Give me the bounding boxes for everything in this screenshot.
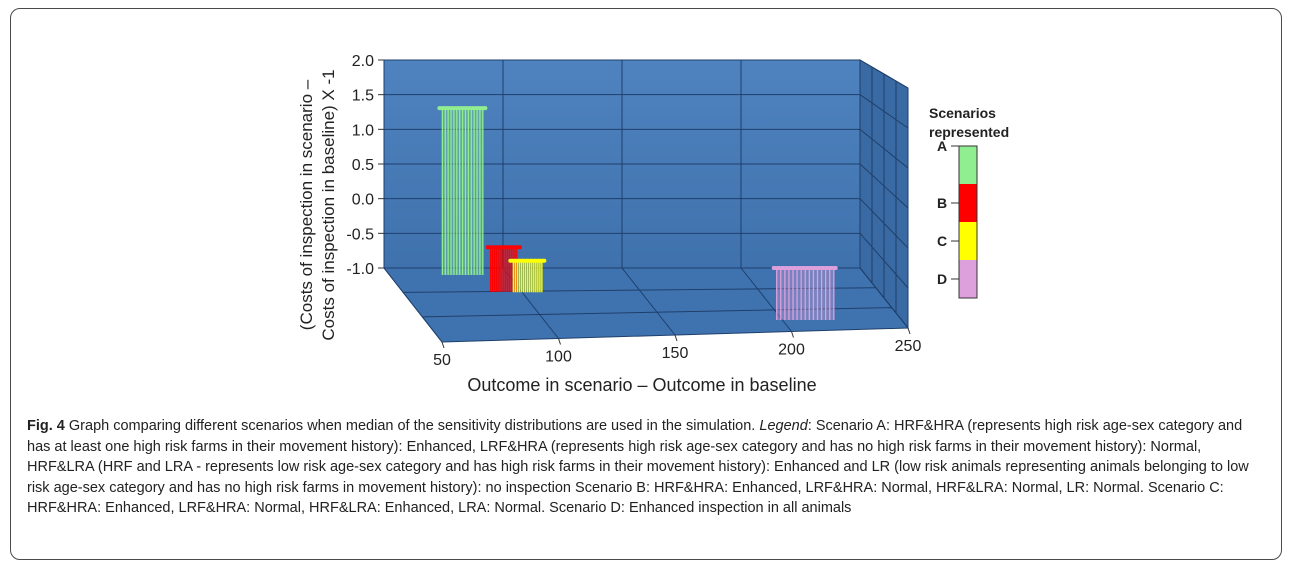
x-tick-mark [791, 331, 794, 338]
x-tick-label: 50 [433, 352, 451, 369]
legend-label-d: D [937, 271, 947, 287]
axis-ticks: 2.0 1.5 1.0 0.5 0.0 -0.5 -1.0 50 100 150 200 250 [346, 53, 921, 369]
bar-scenario-c [508, 258, 547, 293]
floor-grid-line [502, 267, 559, 339]
legend-swatch-a [959, 146, 977, 184]
y-axis-label-line2: Costs of inspection in baseline) X -1 [319, 69, 338, 340]
floor-grid-line [621, 267, 676, 336]
x-tick-mark [674, 334, 678, 342]
y-tick-label: 0.0 [352, 192, 374, 209]
y-tick-label: -0.5 [346, 226, 374, 243]
x-tick-mark [558, 338, 561, 345]
legend-title-line1: Scenarios [929, 105, 996, 121]
y-tick-label: 2.0 [352, 53, 374, 70]
y-tick-label: 1.5 [352, 88, 374, 105]
x-tick-mark [907, 327, 911, 335]
bar-fill [490, 247, 517, 292]
y-tick-label: 1.0 [352, 122, 374, 139]
y-tick-label: -1.0 [346, 261, 374, 278]
legend-swatch-c [959, 222, 977, 260]
x-tick-label: 100 [545, 349, 572, 366]
x-tick-label: 250 [895, 338, 922, 355]
caption-text-1: Graph comparing different scenarios when… [64, 418, 760, 434]
legend-border [958, 145, 978, 299]
legend-label-c: C [937, 233, 947, 249]
bar-fill [776, 268, 834, 320]
figure-caption: Fig. 4 Graph comparing different scenari… [27, 416, 1265, 519]
x-tick-mark [441, 341, 445, 349]
caption-legend-word: Legend [759, 418, 808, 434]
bars [437, 106, 839, 320]
chart-3d-bar: 2.0 1.5 1.0 0.5 0.0 -0.5 -1.0 50 100 150 200 250 (C… [297, 53, 1009, 395]
legend: Scenarios represented A B C D [929, 105, 1009, 299]
caption-text-2: : Scenario A: HRF&HRA (represents high r… [27, 418, 1249, 516]
y-axis-label-line1: (Costs of inspection in scenario – [297, 79, 316, 330]
legend-label-a: A [937, 138, 947, 154]
floor-grid-line [383, 267, 443, 343]
x-tick-label: 200 [778, 342, 805, 359]
x-axis-label: Outcome in scenario – Outcome in baselin… [467, 375, 816, 395]
legend-swatch-b [959, 184, 977, 222]
legend-swatch-d [959, 260, 977, 298]
bar-scenario-b [485, 245, 522, 292]
figure-number: Fig. 4 [27, 418, 65, 434]
y-tick-label: 0.5 [352, 157, 374, 174]
legend-label-b: B [937, 195, 947, 211]
bar-scenario-d [771, 266, 839, 320]
x-tick-label: 150 [662, 345, 689, 362]
bar-scenario-a [437, 106, 488, 275]
grid-lines [383, 59, 909, 343]
bar-fill [442, 108, 483, 275]
bar-fill [513, 260, 542, 293]
floor-grid-line [740, 267, 792, 332]
legend-title-line2: represented [929, 124, 1009, 140]
